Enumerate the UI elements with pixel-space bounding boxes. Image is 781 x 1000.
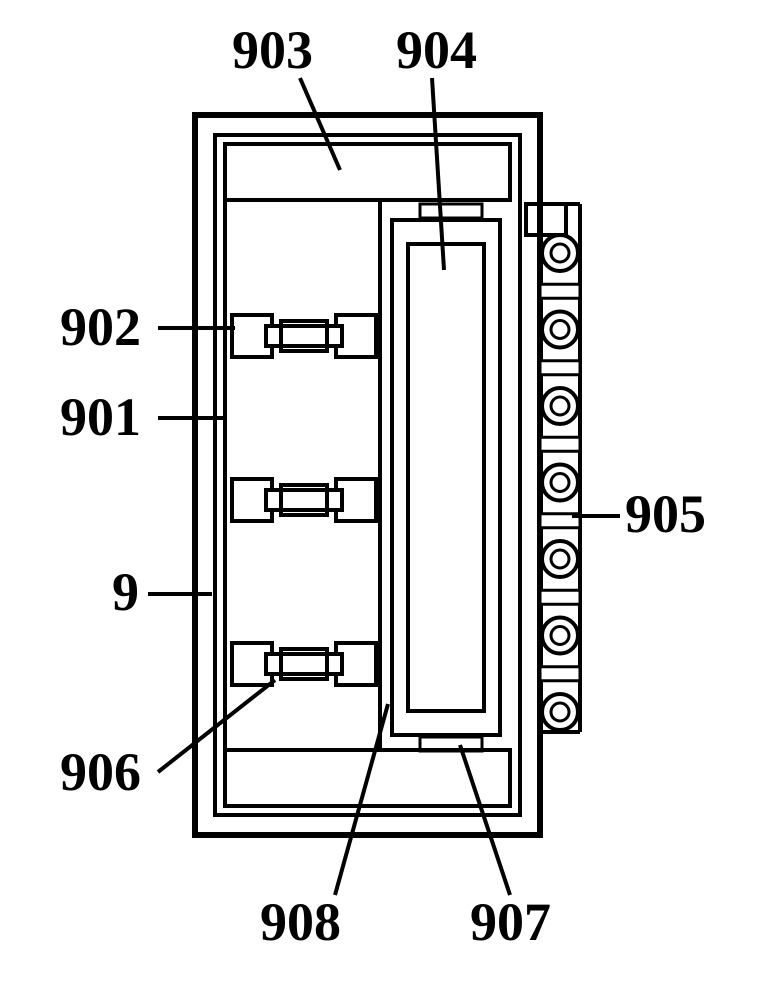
roller-outer [542,465,578,501]
label-l902: 902 [60,297,141,357]
latch-bridge [266,654,342,674]
roller-spacer [540,590,580,604]
label-l907: 907 [470,892,551,952]
label-l901: 901 [60,387,141,447]
roller-outer [542,235,578,271]
roller-outer [542,694,578,730]
roller-outer [542,312,578,348]
mechanical-assembly-diagram: 903 904 902 901 905 9 906 908 907 [0,0,781,1000]
label-l906: 906 [60,742,141,802]
roller-spacer [540,361,580,375]
latch-bridge [266,490,342,510]
roller-outer [542,388,578,424]
label-l905: 905 [625,484,706,544]
label-l908: 908 [260,892,341,952]
roller-spacer [540,667,580,681]
latch-bridge [266,326,342,346]
label-l9: 9 [112,562,139,622]
roller-spacer [540,437,580,451]
roller-outer [542,541,578,577]
roller-spacer [540,284,580,298]
label-l903: 903 [232,20,313,80]
label-l904: 904 [396,20,477,80]
roller-outer [542,618,578,654]
